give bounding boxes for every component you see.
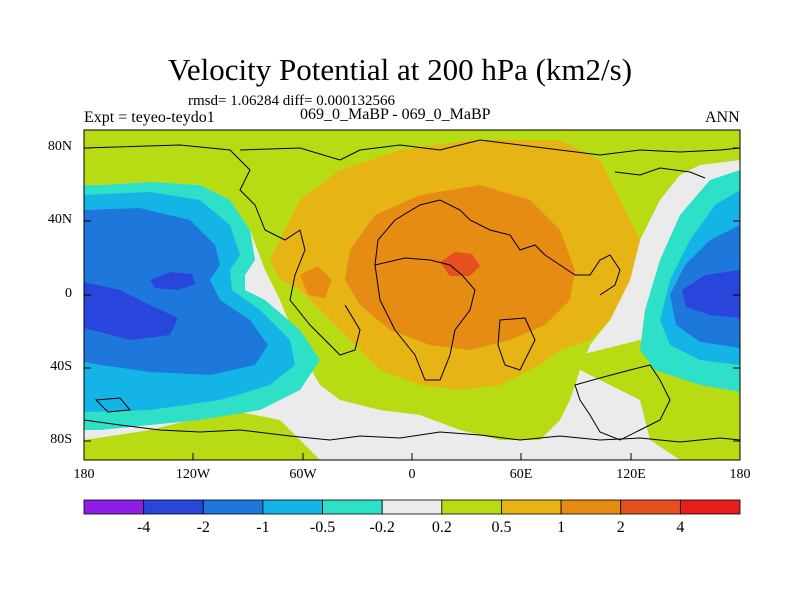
contour-field xyxy=(84,130,740,460)
colorbar-swatch xyxy=(322,499,383,515)
xtick-label: 0 xyxy=(408,467,416,482)
xtick-label: 120W xyxy=(175,467,211,482)
season-label: ANN xyxy=(705,109,740,126)
ytick-label: 80N xyxy=(47,139,72,154)
colorbar-swatch xyxy=(441,499,502,515)
contour-dark-orange xyxy=(440,252,480,276)
axis-ticks xyxy=(83,147,741,460)
colorbar-swatch xyxy=(501,499,562,515)
colorbar-swatch xyxy=(620,499,681,515)
xtick-label: 60E xyxy=(509,467,533,482)
ytick-label: 80S xyxy=(50,432,72,447)
xtick-label: 120E xyxy=(616,467,646,482)
ytick-label: 40N xyxy=(47,212,72,227)
colorbar-label: -1 xyxy=(256,519,270,536)
colorbar-label: 1 xyxy=(557,519,566,536)
colorbar-label: 4 xyxy=(676,519,685,536)
colorbar-label: -4 xyxy=(136,519,151,536)
ytick-label: 40S xyxy=(50,359,72,374)
case-label: 069_0_MaBP - 069_0_MaBP xyxy=(300,106,491,123)
chart-title: Velocity Potential at 200 hPa (km2/s) xyxy=(167,52,633,87)
ytick-label: 0 xyxy=(65,286,72,301)
colorbar-swatch xyxy=(381,499,443,515)
colorbar-swatch xyxy=(83,499,145,515)
colorbar-swatch xyxy=(143,499,204,515)
coastlines xyxy=(84,139,740,443)
colorbar-swatch xyxy=(262,499,323,515)
colorbar-label: -0.2 xyxy=(369,519,395,536)
contour-deep-blue-east xyxy=(682,270,740,318)
colorbar-label: 0.2 xyxy=(431,519,452,536)
colorbar-label: 2 xyxy=(616,519,625,536)
colorbar xyxy=(83,499,741,515)
xtick-label: 180 xyxy=(73,467,95,482)
colorbar-swatch xyxy=(202,499,264,515)
stats-text: rmsd= 1.06284 diff= 0.000132566 xyxy=(188,93,396,109)
xtick-label: 60W xyxy=(289,467,317,482)
contour-deep-blue-west xyxy=(84,282,178,340)
experiment-label: Expt = teyeo-teydo1 xyxy=(84,109,215,126)
colorbar-swatch xyxy=(560,499,622,515)
colorbar-swatch xyxy=(679,499,741,515)
colorbar-label: -0.5 xyxy=(309,519,336,536)
xtick-label: 180 xyxy=(729,467,751,482)
colorbar-label: 0.5 xyxy=(491,519,512,536)
colorbar-label: -2 xyxy=(196,519,210,536)
